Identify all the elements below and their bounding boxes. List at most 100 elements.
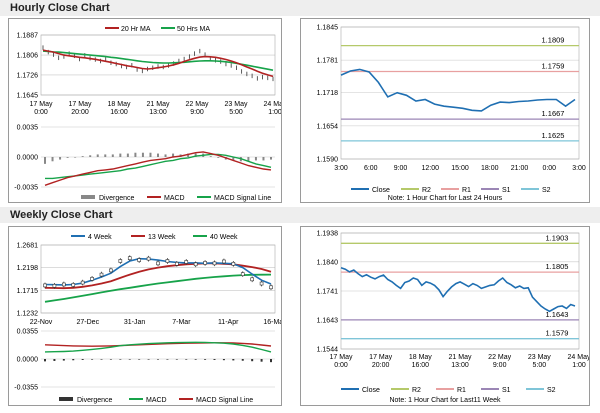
legend-label-r1: R1: [457, 387, 466, 394]
price-candle-body: [43, 283, 47, 288]
level-label-s1: 1.1667: [542, 109, 565, 118]
level-label-s1: 1.1643: [546, 310, 569, 319]
ma20-line: [42, 49, 274, 78]
y-tick-label: 1.1741: [317, 289, 339, 296]
divergence-bar: [157, 359, 159, 360]
x-tick-label: 0:00: [542, 165, 556, 172]
price-candle-body: [109, 268, 113, 273]
divergence-bar: [175, 359, 178, 360]
macd-signal-line: [44, 342, 272, 347]
x-tick-label: 22 May 9:00: [488, 354, 511, 369]
legend-label-r2: R2: [422, 187, 431, 194]
divergence-bar: [59, 157, 62, 160]
price-candle-body: [259, 281, 264, 286]
hourly-section-header: Hourly Close Chart: [0, 0, 600, 16]
legend-swatch-divergence: [81, 195, 95, 199]
y-tick-label: 1.2681: [17, 243, 39, 250]
legend-label-r2: R2: [412, 387, 421, 394]
divergence-bar: [251, 359, 254, 362]
macd-signal-line: [45, 153, 272, 180]
weekly-section-header: Weekly Close Chart: [0, 207, 600, 223]
y-tick-label: 1.1718: [317, 90, 339, 97]
legend-label-40week: 40 Week: [210, 234, 238, 241]
divergence-bar: [141, 152, 144, 157]
divergence-bar: [194, 153, 197, 157]
weekly-price-svg: 4 Week 13 Week 40 Week 1.2681 1.2198 1.171…: [14, 234, 287, 404]
legend-label-s2: S2: [542, 187, 551, 194]
legend-swatch-divergence: [59, 397, 73, 401]
divergence-bar: [209, 156, 212, 157]
divergence-bar: [104, 154, 107, 157]
price-candle-body: [71, 283, 76, 287]
price-candle-body: [193, 262, 198, 267]
legend-label-ma50: 50 Hrs MA: [177, 26, 210, 33]
x-tick-label: 22 May 9:00: [186, 101, 209, 116]
divergence-bar: [194, 359, 197, 360]
chart-note: Note: 1 Hour Chart for Last11 Week: [389, 397, 501, 404]
price-candle-body: [156, 261, 160, 266]
level-label-r2: 1.1903: [546, 233, 569, 242]
legend-label-close: Close: [372, 187, 390, 194]
divergence-bar: [72, 359, 75, 361]
x-tick-label: 21 May 13:00: [147, 101, 170, 116]
divergence-bar: [232, 157, 235, 161]
divergence-bar: [166, 359, 169, 360]
price-candle-body: [240, 272, 245, 276]
divergence-bar: [66, 157, 69, 158]
legend-label-divergence: Divergence: [77, 397, 113, 404]
divergence-bar: [100, 359, 103, 360]
x-tick-label: 15:00: [451, 165, 469, 172]
macd-line: [44, 151, 272, 186]
x-tick-label: 17 May 20:00: [69, 101, 92, 116]
divergence-bar: [81, 359, 84, 360]
y-tick-label: 1.1645: [17, 93, 39, 100]
divergence-bar: [119, 153, 122, 157]
x-tick-label: 17 May 20:00: [369, 354, 392, 369]
y-tick-label: 0.0000: [17, 357, 39, 364]
hourly-price-panel: 20 Hr MA 50 Hrs MA 1.1887 1.1806 1.1726 1.1…: [8, 18, 287, 203]
legend-label-macd: MACD: [164, 195, 185, 202]
x-tick-label: 17 May 0:00: [30, 101, 53, 116]
x-tick-label: 6:00: [364, 165, 378, 172]
legend-label-ma20: 20 Hr MA: [121, 26, 151, 33]
legend-label-signal: MACD Signal Line: [214, 195, 271, 202]
legend-label-s1: S1: [502, 187, 511, 194]
plot-frame: [340, 232, 580, 350]
divergence-bar: [89, 155, 92, 157]
price-candle-body: [222, 259, 226, 264]
price-candle-body: [165, 259, 170, 263]
weekly-11w-panel: 1.1903 1.1805 1.1643 1.1579 1.1938 1.1840 1.1…: [300, 226, 591, 406]
price-candle-body: [80, 280, 85, 285]
price-candle-body: [62, 282, 66, 287]
divergence-bar: [254, 157, 257, 161]
divergence-bar: [134, 152, 137, 157]
divergence-bar: [81, 156, 84, 157]
divergence-bar: [96, 154, 99, 157]
x-tick-label: 9:00: [394, 165, 408, 172]
price-candle-body: [203, 261, 207, 265]
x-tick-label: 22-Nov: [30, 319, 53, 326]
close-line: [340, 266, 576, 313]
level-label-r2: 1.1809: [542, 36, 565, 45]
y-tick-label: 0.0035: [17, 125, 39, 132]
price-candle-body: [146, 256, 151, 261]
price-candle-body: [127, 256, 132, 260]
x-tick-label: 18:00: [481, 165, 499, 172]
y-tick-label: -0.0035: [14, 185, 38, 192]
divergence-bar: [91, 359, 94, 360]
price-candle-body: [250, 277, 254, 282]
legend-label-s2: S2: [547, 387, 556, 394]
y-tick-label: 1.1654: [317, 123, 339, 130]
y-tick-label: 1.1887: [17, 33, 39, 40]
y-tick-label: 1.1643: [317, 317, 339, 324]
y-tick-label: 1.1590: [317, 157, 339, 164]
y-tick-label: 1.1232: [17, 311, 39, 318]
plot-frame: [40, 244, 276, 314]
macd-line: [44, 341, 272, 353]
price-candle-body: [175, 262, 179, 266]
divergence-bar: [270, 359, 272, 363]
divergence-bar: [149, 152, 152, 157]
weekly-11w-svg: 1.1903 1.1805 1.1643 1.1579 1.1938 1.1840 1.1…: [317, 231, 591, 405]
